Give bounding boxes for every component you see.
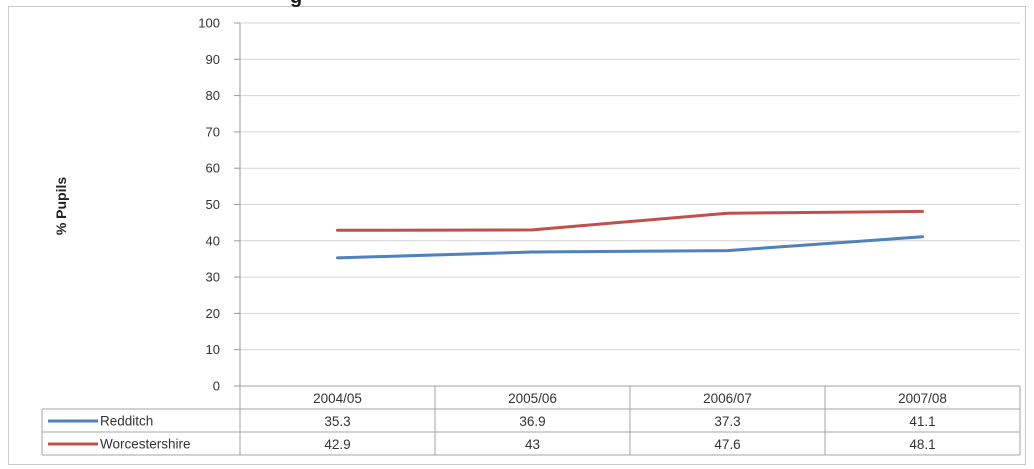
y-tick-label: 30: [206, 270, 220, 285]
x-category-label: 2004/05: [313, 391, 362, 406]
y-tick-label: 50: [206, 197, 220, 212]
chart-title-fragment: g: [290, 0, 302, 9]
data-table-cell: 35.3: [324, 414, 350, 429]
y-axis-label: % Pupils: [53, 177, 69, 236]
legend-label-redditch: Redditch: [100, 414, 153, 429]
x-category-label: 2007/08: [898, 391, 947, 406]
data-table-cell: 43: [525, 437, 540, 452]
data-table-cell: 36.9: [519, 414, 545, 429]
data-table-cell: 37.3: [714, 414, 740, 429]
y-tick-label: 100: [198, 16, 220, 31]
y-tick-label: 60: [206, 161, 220, 176]
chart-frame: [8, 6, 1026, 465]
y-tick-label: 80: [206, 88, 220, 103]
y-tick-label: 0: [213, 379, 220, 394]
data-table-cell: 48.1: [909, 437, 935, 452]
legend-label-worcestershire: Worcestershire: [100, 437, 191, 452]
series-line-redditch: [336, 235, 924, 260]
y-tick-label: 40: [206, 233, 220, 248]
y-tick-label: 10: [206, 342, 220, 357]
data-table: 2004/05 2005/06 2006/07 2007/08 Redditch 35.3…: [41, 385, 1021, 456]
y-tick-label: 20: [206, 306, 220, 321]
y-tick-label: 70: [206, 124, 220, 139]
x-category-label: 2005/06: [508, 391, 557, 406]
data-table-cell: 42.9: [324, 437, 350, 452]
data-table-cell: 41.1: [909, 414, 935, 429]
y-axis-ticks: 0 10 20 30 40 50 60 70 80 90 100: [198, 16, 240, 394]
series-line-worcestershire: [336, 209, 924, 232]
x-category-label: 2006/07: [703, 391, 752, 406]
y-tick-label: 90: [206, 52, 220, 67]
series-lines: [336, 209, 924, 260]
gridlines: [239, 22, 1020, 387]
data-table-cell: 47.6: [714, 437, 740, 452]
